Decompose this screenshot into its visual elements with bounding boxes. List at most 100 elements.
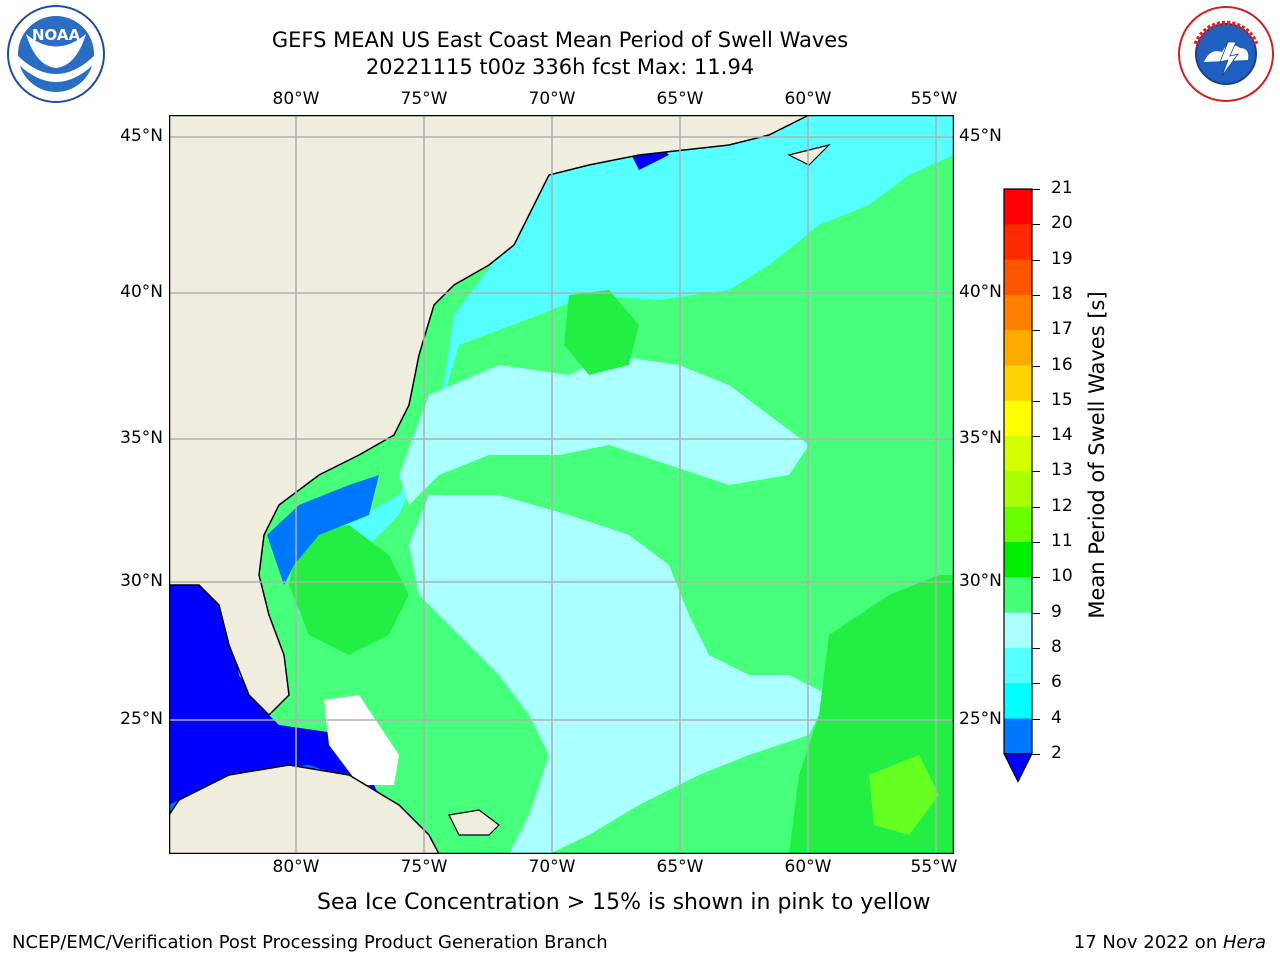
green-patch-central xyxy=(564,290,639,375)
colorbar-tick-mark xyxy=(1032,753,1040,755)
colorbar-bin xyxy=(1004,647,1032,684)
lat-label: 45°N xyxy=(959,126,1002,146)
colorbar-tick-mark xyxy=(1032,471,1040,473)
colorbar-tick-mark xyxy=(1032,612,1040,614)
colorbar-tick-label: 14 xyxy=(1051,425,1073,446)
lat-label: 35°N xyxy=(120,428,163,448)
footer-date-text: 17 Nov 2022 on xyxy=(1073,932,1223,953)
lat-label: 35°N xyxy=(959,428,1002,448)
colorbar-bin xyxy=(1004,577,1032,614)
colorbar-bin xyxy=(1004,506,1032,543)
map-subtitle: 20221115 t00z 336h fcst Max: 11.94 xyxy=(365,55,755,79)
map-canvas xyxy=(168,114,955,855)
colorbar-bin xyxy=(1004,436,1032,472)
bright-green-patch xyxy=(869,755,939,835)
colorbar-tick-label: 11 xyxy=(1051,531,1073,551)
colorbar-bin xyxy=(1004,365,1032,402)
hispaniola-land xyxy=(448,809,500,836)
colorbar-bin xyxy=(1004,259,1032,296)
colorbar-bin xyxy=(1004,683,1032,719)
lat-label: 25°N xyxy=(120,709,163,729)
colorbar-tick-label: 12 xyxy=(1051,495,1073,516)
colorbar-tick-label: 10 xyxy=(1051,566,1073,587)
colorbar-tick-mark xyxy=(1032,400,1040,402)
colorbar-tick-mark xyxy=(1032,330,1040,332)
map-title: GEFS MEAN US East Coast Mean Period of S… xyxy=(271,28,849,52)
map-frame xyxy=(168,114,955,855)
lat-label: 30°N xyxy=(959,571,1002,591)
colorbar-tick-mark xyxy=(1032,506,1040,508)
north-america-land xyxy=(168,114,810,717)
colorbar-tick-mark xyxy=(1032,683,1040,685)
land xyxy=(168,114,831,855)
colorbar-tick-label: 9 xyxy=(1051,601,1062,622)
lon-label: 80°W xyxy=(272,89,320,109)
colorbar-tick-label: 15 xyxy=(1051,389,1073,410)
colorbar-bin xyxy=(1004,294,1032,331)
colorbar-svg xyxy=(1003,188,1033,783)
map-area xyxy=(168,114,955,855)
nws-logo xyxy=(1176,4,1276,104)
lat-label: 40°N xyxy=(959,282,1002,302)
lat-label: 45°N xyxy=(120,126,163,146)
lon-label: 55°W xyxy=(910,857,958,877)
colorbar-tick-label: 2 xyxy=(1051,742,1062,763)
lon-label: 75°W xyxy=(400,857,448,877)
lon-label: 70°W xyxy=(528,857,576,877)
footer-host: Hera xyxy=(1222,932,1266,953)
colorbar-bin xyxy=(1004,718,1032,755)
lat-label: 30°N xyxy=(120,571,163,591)
colorbar-bin xyxy=(1004,400,1032,437)
colorbar-tick-label: 19 xyxy=(1051,248,1073,269)
colorbar-bin xyxy=(1004,330,1032,366)
lon-label: 75°W xyxy=(400,89,448,109)
colorbar-tick-label: 18 xyxy=(1051,283,1073,304)
lon-label: 80°W xyxy=(272,857,320,877)
lat-label: 40°N xyxy=(120,282,163,302)
colorbar-tick-mark xyxy=(1032,365,1040,367)
colorbar-tick-label: 4 xyxy=(1051,707,1062,728)
colorbar-tick-mark xyxy=(1032,647,1040,649)
colorbar-tick-mark xyxy=(1032,189,1040,190)
colorbar-bin xyxy=(1004,471,1032,508)
footer-credit: NCEP/EMC/Verification Post Processing Pr… xyxy=(12,932,608,953)
colorbar-tick-mark xyxy=(1032,577,1040,579)
colorbar-tick-mark xyxy=(1032,718,1040,720)
colorbar-tick-mark xyxy=(1032,259,1040,261)
lon-label: 60°W xyxy=(784,89,832,109)
colorbar-tick-label: 20 xyxy=(1051,213,1073,234)
noaa-logo: NOAA xyxy=(6,4,106,104)
newfoundland-land xyxy=(787,143,831,166)
lat-label: 25°N xyxy=(959,709,1002,729)
lon-label: 55°W xyxy=(910,89,958,109)
lon-label: 70°W xyxy=(528,89,576,109)
colorbar-tick-mark xyxy=(1032,224,1040,226)
sea-ice-note: Sea Ice Concentration > 15% is shown in … xyxy=(317,890,931,915)
colorbar-tick-mark xyxy=(1032,436,1040,438)
svg-text:NOAA: NOAA xyxy=(32,26,81,44)
gridlines xyxy=(169,115,954,854)
colorbar-tick-label: 21 xyxy=(1051,178,1073,198)
green-patch-west xyxy=(289,525,409,655)
colorbar-tick-mark xyxy=(1032,542,1040,543)
bahamas-shelf xyxy=(324,695,399,785)
lon-label: 60°W xyxy=(784,857,832,877)
footer-date: 17 Nov 2022 on Hera xyxy=(1074,932,1266,953)
colorbar-bin xyxy=(1004,542,1032,578)
colorbar-tick-label: 13 xyxy=(1051,460,1073,481)
light-cyan-band-south xyxy=(409,495,829,854)
colorbar xyxy=(1000,186,1040,786)
light-cyan-band-north xyxy=(399,355,809,505)
colorbar-bin xyxy=(1004,612,1032,649)
lon-label: 65°W xyxy=(656,89,704,109)
colorbar-bin xyxy=(1004,189,1032,225)
colorbar-title: Mean Period of Swell Waves [s] xyxy=(1085,291,1109,619)
colorbar-tick-label: 16 xyxy=(1051,354,1073,375)
colorbar-tick-label: 17 xyxy=(1051,319,1073,340)
colorbar-tick-label: 8 xyxy=(1051,636,1062,657)
colorbar-tick-mark xyxy=(1032,294,1040,296)
colorbar-extend-arrow xyxy=(1003,753,1033,783)
colorbar-tick-label: 6 xyxy=(1051,672,1062,693)
lon-label: 65°W xyxy=(656,857,704,877)
colorbar-bin xyxy=(1004,224,1032,261)
